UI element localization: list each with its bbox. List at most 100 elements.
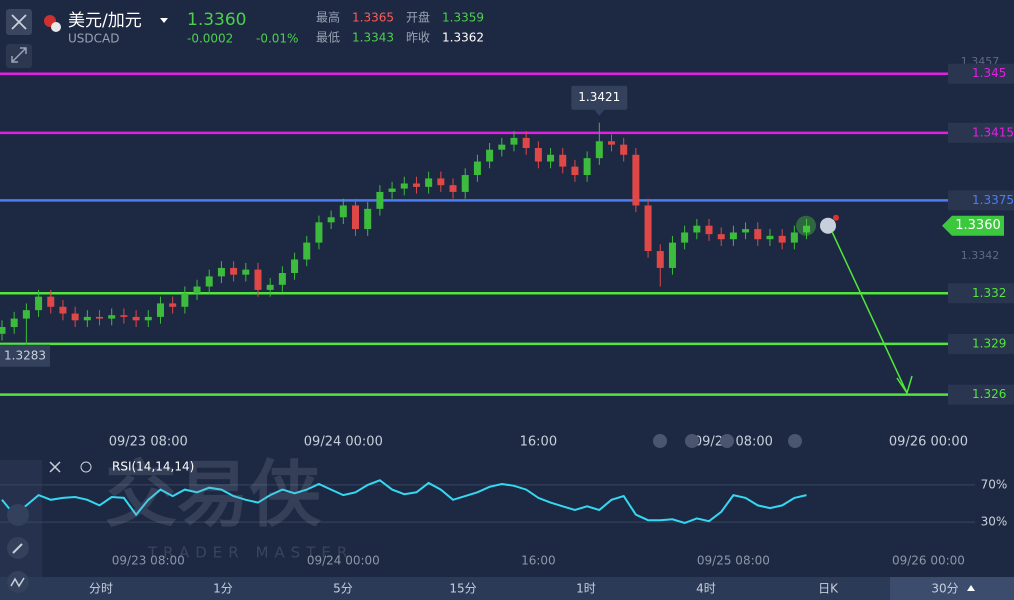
candle-body <box>766 235 774 240</box>
y-tick-label: 1.3342 <box>961 249 1000 262</box>
candle-body <box>668 242 676 268</box>
y-tick-label: 30% <box>981 515 1008 529</box>
stat-label: 最低 <box>316 31 340 45</box>
symbol-code: USDCAD <box>68 32 119 46</box>
tool-icon[interactable] <box>7 571 29 593</box>
timeframe-tab[interactable]: 1时 <box>576 582 596 596</box>
x-tick-label: 09/23 08:00 <box>112 554 185 568</box>
stat-value: 1.3343 <box>352 31 394 45</box>
timeframe-tab[interactable]: 1分 <box>213 582 233 596</box>
candle-body <box>364 208 372 230</box>
timeframe-tab[interactable]: 30分 <box>931 582 958 596</box>
rsi-settings-icon[interactable] <box>80 461 92 473</box>
timeframe-tab[interactable]: 日K <box>818 582 839 596</box>
price-level-label: 1.345 <box>972 66 1006 80</box>
price-level-tag <box>948 384 1014 405</box>
live-glow <box>796 215 816 236</box>
timeframe-tab[interactable]: 分时 <box>89 582 113 596</box>
rsi-line <box>1 479 807 525</box>
candle-body <box>729 232 737 240</box>
candle-body <box>327 217 335 223</box>
tab-selected-bg <box>890 577 1014 600</box>
candle-body <box>571 166 579 176</box>
min-marker: 1.3283 <box>4 348 46 362</box>
price-level-tag <box>948 283 1014 304</box>
event-icon[interactable] <box>788 434 802 448</box>
candle-body <box>583 158 591 176</box>
price-level-tag <box>948 333 1014 354</box>
candle-body <box>156 303 164 317</box>
event-icon[interactable] <box>653 434 667 448</box>
timeframe-tab[interactable]: 5分 <box>333 582 353 596</box>
candle-body <box>498 144 506 150</box>
info-icon[interactable] <box>820 217 836 234</box>
candle-body <box>315 222 323 243</box>
timeframe-tab[interactable]: 4时 <box>696 582 716 596</box>
candle-body <box>510 137 518 145</box>
candle-body <box>242 269 250 275</box>
candle-body <box>108 315 116 319</box>
x-tick-label: 09/23 08:00 <box>109 435 188 450</box>
candle-body <box>35 296 43 311</box>
candle-body <box>742 229 750 233</box>
symbol[interactable]: 美元/加元 <box>68 11 142 31</box>
price-level-label: 1.326 <box>972 387 1006 401</box>
candle-body <box>303 242 311 260</box>
price-level-tag <box>948 122 1014 143</box>
stat-label: 最高 <box>316 10 340 25</box>
candle-body <box>522 137 530 149</box>
price-level-label: 1.3415 <box>972 125 1014 139</box>
candle-body <box>754 229 762 240</box>
candle-body <box>217 267 225 277</box>
candle-body <box>437 178 445 186</box>
candle-body <box>10 318 18 328</box>
candle-body <box>632 154 640 206</box>
x-tick-label: 09/24 00:00 <box>304 435 383 450</box>
candle-body <box>790 232 798 243</box>
watermark-text: TRADER MASTER <box>147 544 353 562</box>
x-tick-label: 09/26 00:00 <box>892 554 965 568</box>
alert-dot <box>833 214 839 221</box>
candle-body <box>22 310 30 319</box>
candle-body <box>608 141 615 145</box>
candle-body <box>266 284 274 290</box>
line-icon <box>10 577 25 588</box>
tool-icon[interactable] <box>7 504 29 526</box>
price-level-tag <box>948 190 1014 211</box>
candle-body <box>681 232 689 243</box>
watermark-logo: 交易侠 <box>105 453 322 537</box>
stat-value: 1.3365 <box>352 11 394 25</box>
x-tick-label: 09/26 00:00 <box>889 435 968 450</box>
price-level-tag <box>948 63 1014 84</box>
candle-body <box>693 225 701 233</box>
max-marker: 1.3421 <box>578 90 620 104</box>
candle-body <box>595 141 603 159</box>
stat-label: 昨收 <box>406 31 430 45</box>
current-price-tag <box>942 215 1004 236</box>
change-pct: -0.01% <box>256 32 298 46</box>
candle-body <box>205 276 213 287</box>
rsi-title: RSI(14,14,14) <box>112 460 194 474</box>
rsi-close-icon[interactable] <box>49 461 61 473</box>
candle-body <box>339 205 347 218</box>
candle-body <box>547 154 555 162</box>
candle-body <box>400 183 408 189</box>
dropdown-icon[interactable] <box>160 18 168 23</box>
candle-body <box>352 205 360 230</box>
event-icon[interactable] <box>720 434 734 448</box>
candle-body <box>59 306 67 314</box>
pen-icon <box>12 543 23 554</box>
min-marker-bg <box>0 344 50 367</box>
x-tick-label: 16:00 <box>520 435 557 450</box>
event-icon[interactable] <box>685 434 699 448</box>
candle-body <box>181 293 189 307</box>
candle-body <box>71 313 79 321</box>
x-tick-label: 09/24 00:00 <box>307 554 380 568</box>
candle-body <box>705 225 713 235</box>
candle-body <box>376 191 384 209</box>
timeframe-tab[interactable]: 15分 <box>449 582 476 596</box>
price-level-label: 1.3375 <box>972 193 1014 207</box>
candle-body <box>412 183 420 187</box>
